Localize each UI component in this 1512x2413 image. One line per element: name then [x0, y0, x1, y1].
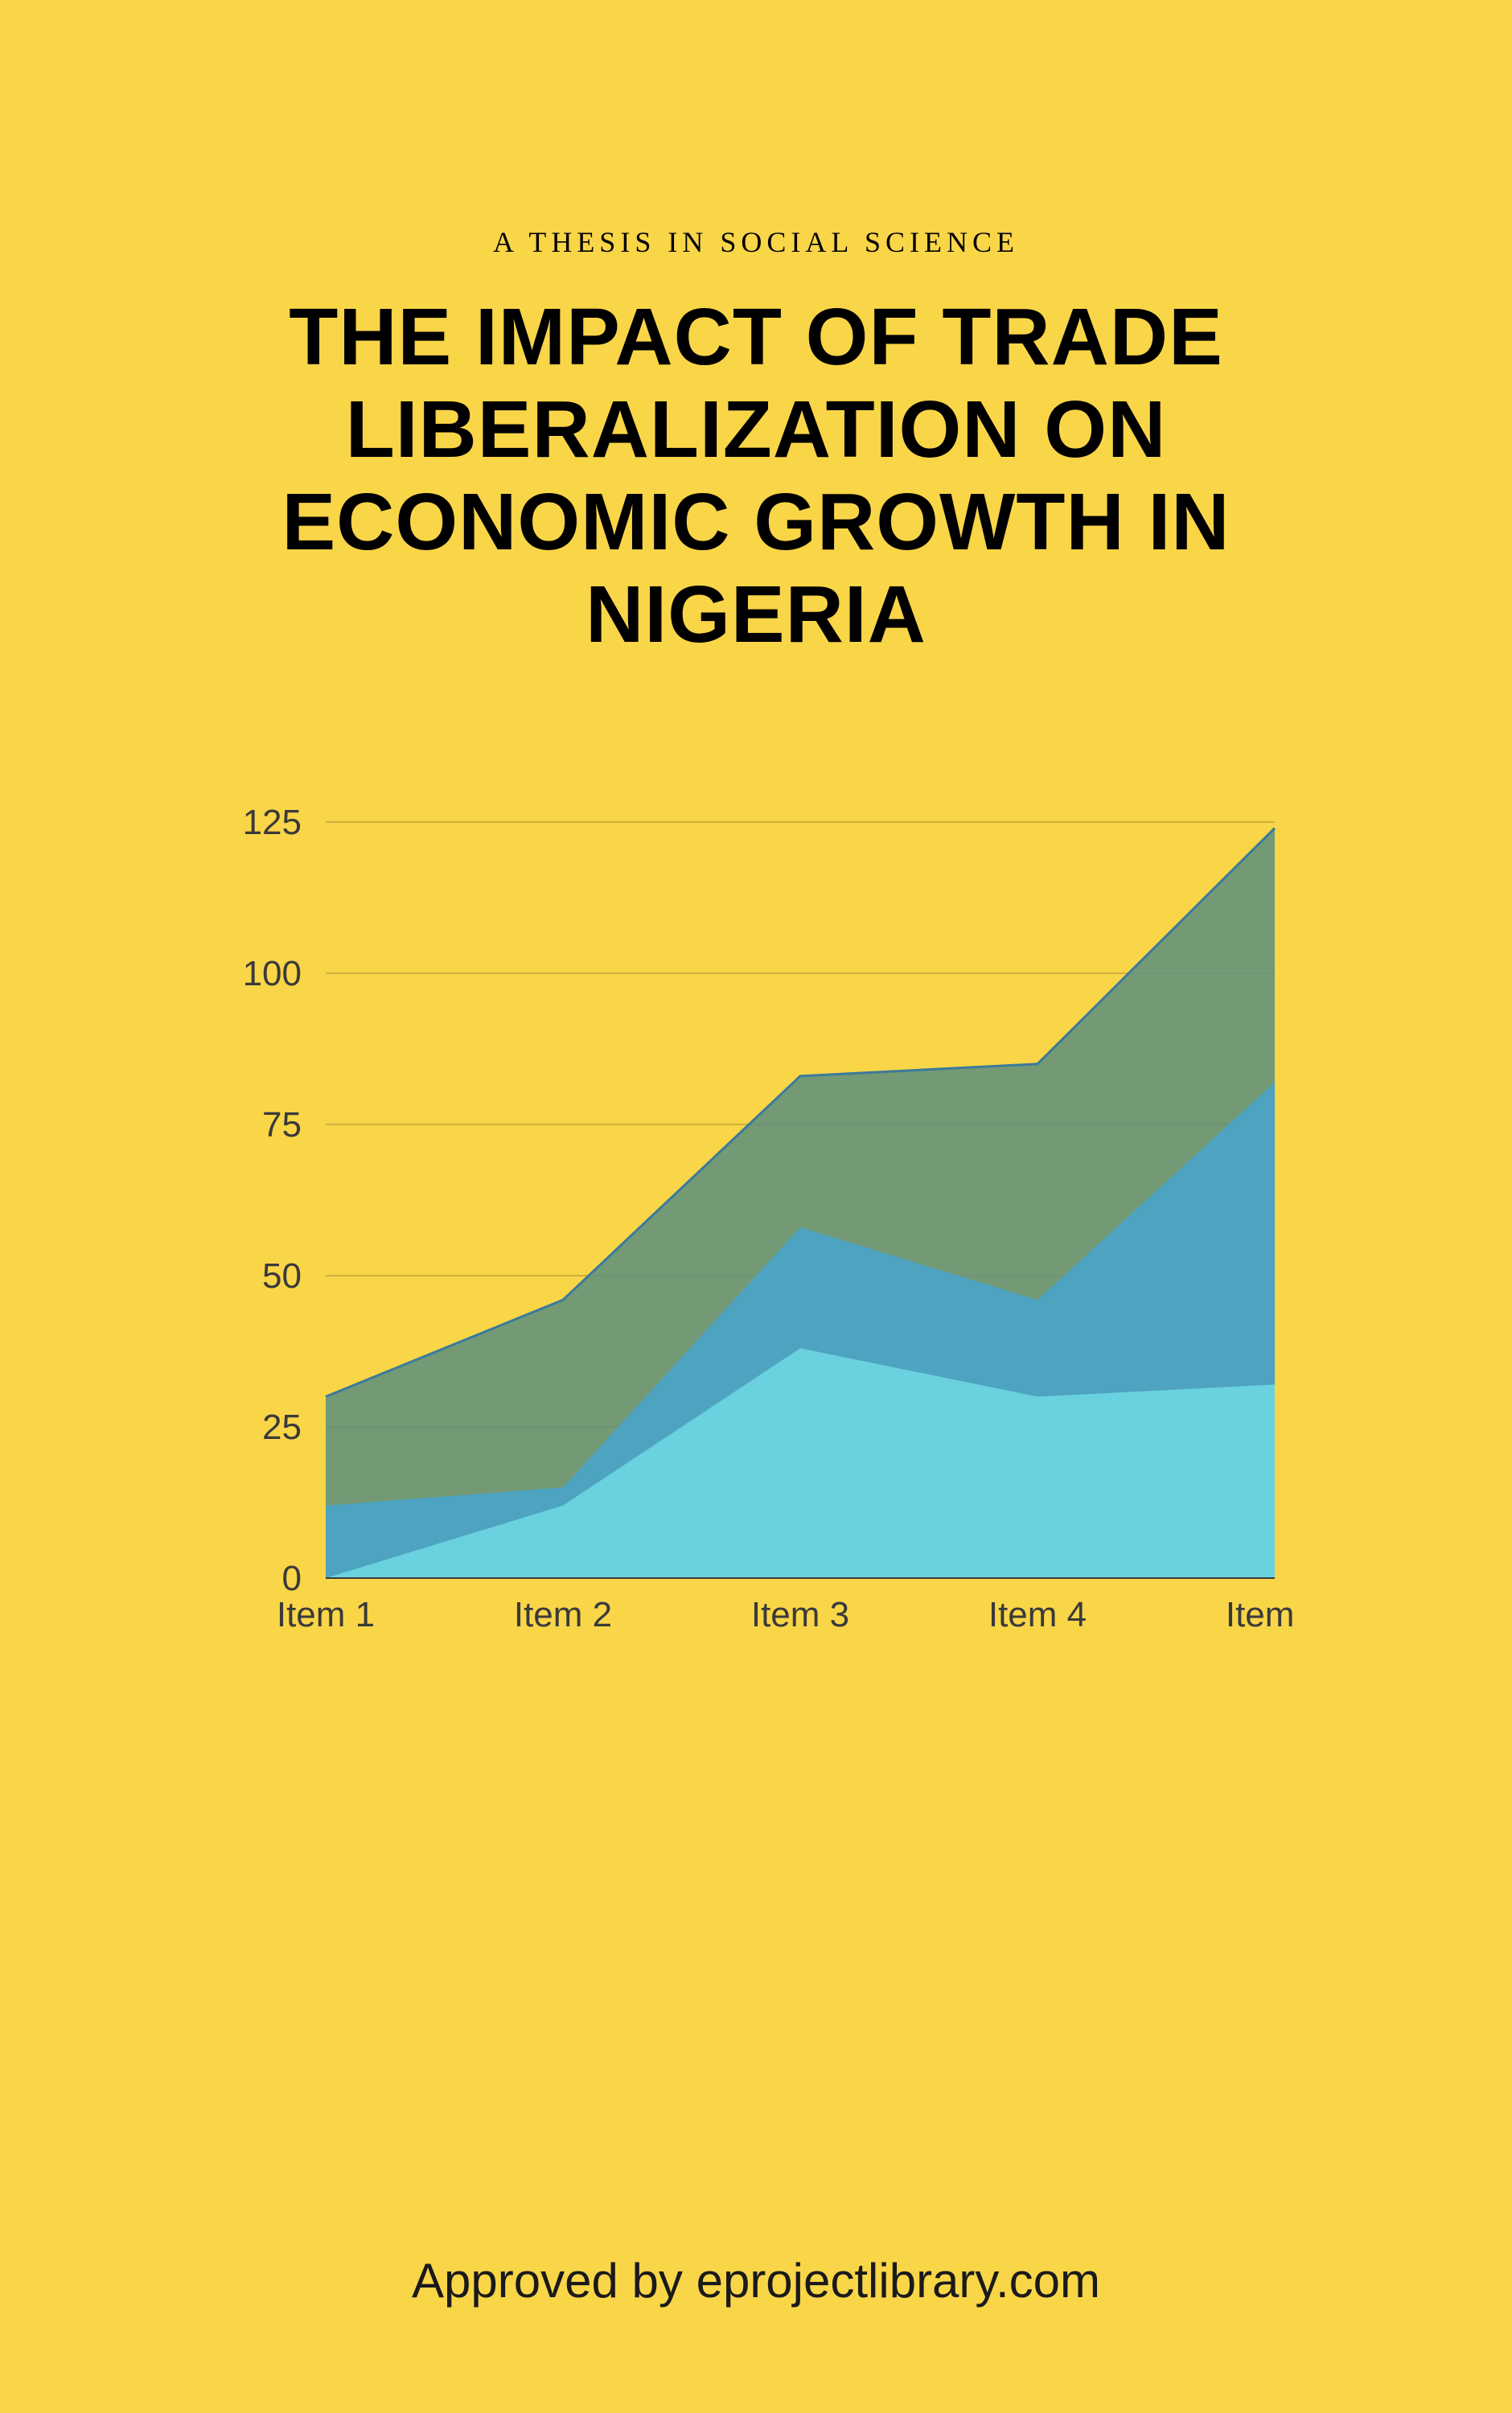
y-tick-label: 50 [262, 1256, 302, 1296]
subtitle-text: A THESIS IN SOCIAL SCIENCE [493, 225, 1019, 259]
x-tick-label: Item 4 [988, 1595, 1087, 1634]
footer-text: Approved by eprojectlibrary.com [0, 2253, 1512, 2308]
chart-svg: 0 25 50 75 100 125 Item 1 Item 2 Item 3 Item 4 Ite… [213, 806, 1299, 1650]
x-tick-label: Item 1 [277, 1595, 375, 1634]
x-tick-label: Item 2 [514, 1595, 612, 1634]
y-tick-label: 125 [243, 806, 302, 842]
x-tick-label: Item 3 [751, 1595, 849, 1634]
area-chart: 0 25 50 75 100 125 Item 1 Item 2 Item 3 Item 4 Ite… [213, 806, 1299, 1650]
y-tick-label: 0 [282, 1559, 302, 1598]
y-tick-label: 100 [243, 954, 302, 993]
y-tick-label: 75 [262, 1105, 302, 1145]
x-tick-label: Item 5 [1226, 1595, 1299, 1634]
y-tick-label: 25 [262, 1408, 302, 1447]
main-title: THE IMPACT OF TRADE LIBERALIZATION ON EC… [161, 291, 1351, 661]
